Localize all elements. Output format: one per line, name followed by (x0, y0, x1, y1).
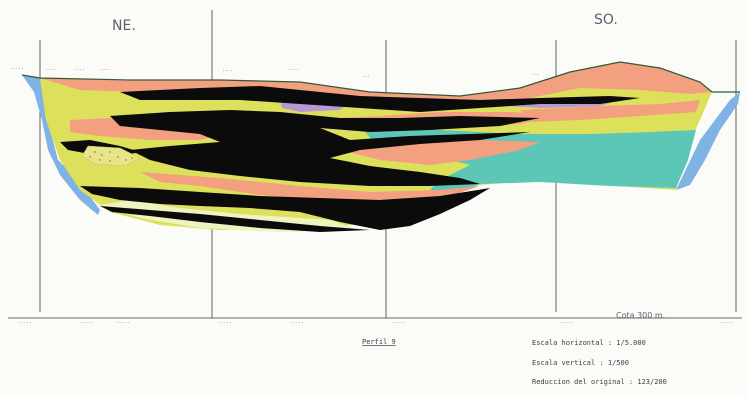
tick-label: ····· (290, 321, 304, 326)
tick-label: ····· (10, 67, 24, 72)
so-orientation-label: SO. (594, 12, 618, 28)
reduction-note: Reduccion del original : 123/200 (532, 378, 667, 386)
tick-label: ····· (18, 321, 32, 326)
tick-label: ···· (74, 68, 85, 73)
profile-title: Perfil 9 (362, 338, 396, 346)
tick-label: ····· (560, 321, 574, 326)
stippled-lens (81, 145, 141, 167)
tick-label: ···· (288, 68, 299, 73)
salmon-stratum-right (520, 100, 700, 122)
tick-label: ····· (720, 321, 734, 326)
topographic-surface (21, 61, 740, 97)
bottom-tick-labels: ····· ····· ····· ····· ····· ····· ····… (18, 321, 734, 326)
right-water-body (676, 92, 740, 190)
top-tick-labels: ····· ···· ···· ···· ···· ···· ··· ··· (10, 67, 540, 80)
ne-orientation-label: NE. (112, 18, 136, 34)
tick-label: ···· (100, 68, 111, 73)
tick-label: ··· (362, 75, 370, 80)
tick-label: ····· (80, 321, 94, 326)
left-water-body (22, 75, 100, 215)
stippled-lens-outline (81, 145, 141, 167)
coal-seam-upper (120, 86, 640, 112)
tick-label: ····· (218, 321, 232, 326)
horizontal-scale: Escala horizontal : 1/5.000 (532, 339, 646, 347)
coal-seam-mass (110, 110, 540, 186)
vertical-scale: Escala vertical : 1/500 (532, 359, 629, 367)
tick-label: ···· (45, 68, 56, 73)
coal-seam-bottom (100, 206, 370, 232)
tick-label: ····· (392, 321, 406, 326)
cota-annotation: Cota 300 m. (616, 311, 665, 320)
tick-label: ··· (532, 73, 540, 78)
salmon-stratum-top (40, 62, 712, 104)
cross-section (21, 61, 740, 232)
coal-seam-lower (80, 186, 490, 230)
tick-label: ····· (116, 321, 130, 326)
tick-label: ···· (222, 69, 233, 74)
